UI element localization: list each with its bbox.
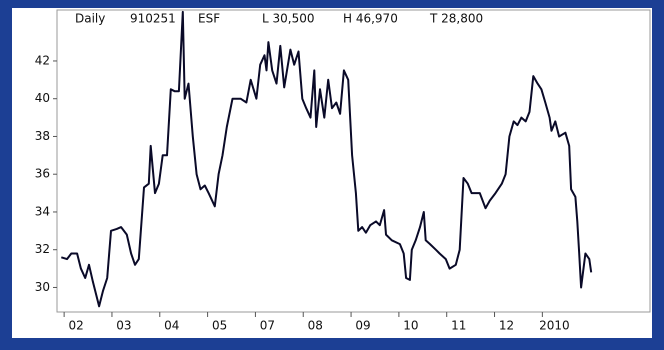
x-tick-label: 04 [164,319,179,333]
x-tick-label: 03 [116,319,131,333]
x-tick-label: 10 [403,319,418,333]
price-line [60,10,593,308]
header-text: ESF [198,12,220,26]
x-tick-label: 07 [260,319,275,333]
y-tick-label: 34 [35,204,50,218]
y-tick-label: 40 [35,91,50,105]
y-tick-label: 42 [35,53,50,67]
x-tick-label: 09 [355,319,370,333]
header-text: H 46,970 [343,12,398,26]
y-tick-label: 38 [35,129,50,143]
x-tick-label: 05 [212,319,227,333]
x-tick-label: 02 [68,319,83,333]
y-tick-label: 32 [35,242,50,256]
plot-frame [56,9,651,313]
header-text: L 30,500 [262,12,315,26]
x-tick-label: 2010 [539,319,570,333]
y-tick-label: 36 [35,167,50,181]
x-tick-label: 08 [308,319,323,333]
header-text: T 28,800 [429,12,483,26]
header-text: 910251 [130,12,176,26]
x-tick-label: 12 [499,319,514,333]
x-tick-label: 11 [451,319,466,333]
header-text: Daily [75,12,105,26]
panel [12,8,652,338]
y-tick-label: 30 [35,280,50,294]
